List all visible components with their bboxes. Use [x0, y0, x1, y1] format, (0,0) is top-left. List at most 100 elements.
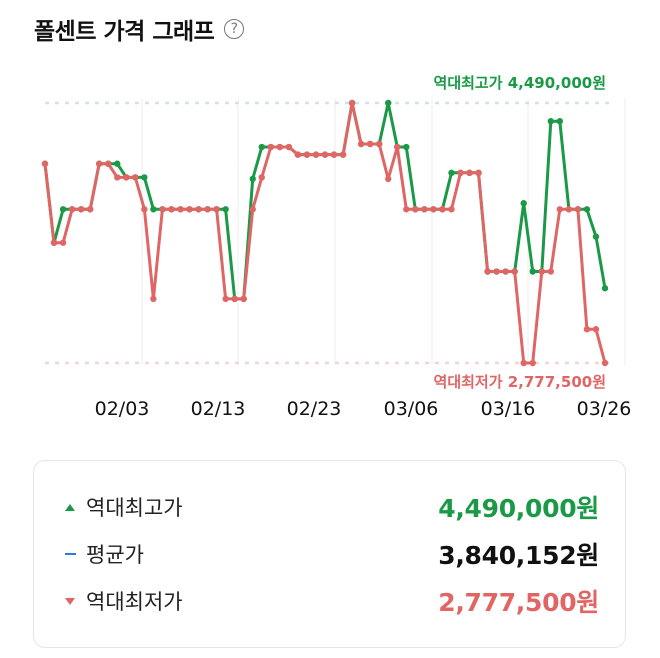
x-tick-label: 03/16: [480, 398, 536, 420]
data-point[interactable]: [95, 160, 103, 167]
data-point[interactable]: [538, 268, 545, 275]
data-point[interactable]: [132, 174, 139, 181]
data-point[interactable]: [565, 206, 573, 213]
data-point[interactable]: [321, 151, 329, 158]
data-point[interactable]: [276, 143, 284, 151]
price-summary-box: 역대최고가 4,490,000원 평균가 3,840,152원 역대최저가 2,…: [33, 460, 626, 648]
max-price-annotation: 역대최고가 4,490,000원: [433, 74, 606, 92]
data-point[interactable]: [484, 268, 491, 275]
data-point[interactable]: [204, 206, 211, 213]
data-point[interactable]: [529, 359, 536, 367]
data-point[interactable]: [213, 206, 220, 213]
question-circle-icon[interactable]: ?: [224, 19, 245, 39]
x-tick-label: 03/06: [383, 398, 439, 420]
data-point[interactable]: [195, 206, 202, 213]
avg-price-value: 3,840,152원: [438, 541, 599, 570]
data-point[interactable]: [475, 169, 482, 177]
data-point[interactable]: [41, 160, 49, 167]
data-point[interactable]: [493, 268, 500, 275]
data-point[interactable]: [330, 151, 338, 158]
data-point[interactable]: [357, 140, 365, 148]
data-point[interactable]: [159, 206, 166, 213]
data-point[interactable]: [168, 206, 175, 213]
data-point[interactable]: [601, 285, 609, 292]
data-point[interactable]: [583, 206, 591, 213]
data-point[interactable]: [385, 175, 392, 183]
data-point[interactable]: [114, 174, 121, 181]
data-point[interactable]: [303, 151, 311, 158]
data-point[interactable]: [141, 174, 148, 181]
summary-label: 역대최저가: [86, 590, 183, 614]
data-point[interactable]: [457, 169, 464, 177]
data-point[interactable]: [231, 295, 238, 303]
data-point[interactable]: [430, 206, 437, 213]
data-point[interactable]: [267, 143, 275, 151]
summary-row-min: 역대최저가 2,777,500원: [64, 581, 599, 621]
data-point[interactable]: [339, 151, 347, 158]
summary-row-avg: 평균가 3,840,152원: [64, 534, 599, 574]
data-point[interactable]: [222, 206, 229, 213]
data-point[interactable]: [258, 143, 265, 151]
x-tick-label: 02/03: [94, 398, 150, 420]
data-point[interactable]: [348, 99, 356, 107]
x-tick-label: 03/26: [576, 398, 632, 420]
data-point[interactable]: [592, 233, 600, 240]
data-point[interactable]: [511, 268, 518, 275]
data-point[interactable]: [68, 206, 76, 213]
data-point[interactable]: [77, 206, 85, 213]
data-point[interactable]: [403, 143, 410, 151]
data-point[interactable]: [150, 206, 157, 213]
data-point[interactable]: [123, 174, 130, 181]
data-point[interactable]: [186, 206, 193, 213]
data-point[interactable]: [105, 160, 112, 167]
data-point[interactable]: [86, 206, 94, 213]
data-point[interactable]: [249, 206, 256, 213]
data-point[interactable]: [50, 239, 58, 246]
data-point[interactable]: [601, 359, 609, 367]
data-point[interactable]: [114, 160, 121, 167]
data-point[interactable]: [592, 326, 600, 333]
data-point[interactable]: [439, 206, 446, 213]
data-point[interactable]: [520, 359, 527, 367]
data-point[interactable]: [412, 206, 419, 213]
dash-icon: [64, 553, 76, 555]
data-point[interactable]: [547, 268, 555, 275]
data-point[interactable]: [574, 206, 582, 213]
data-point[interactable]: [240, 295, 247, 303]
data-point[interactable]: [59, 239, 67, 246]
data-point[interactable]: [394, 143, 401, 151]
data-point[interactable]: [502, 268, 509, 275]
x-tick-label: 02/23: [286, 398, 342, 420]
data-point[interactable]: [312, 151, 320, 158]
data-point[interactable]: [520, 200, 527, 207]
data-point[interactable]: [421, 206, 428, 213]
data-point[interactable]: [385, 99, 392, 107]
data-point[interactable]: [59, 206, 67, 213]
chart-header: 폴센트 가격 그래프 ?: [34, 12, 245, 46]
data-point[interactable]: [529, 268, 536, 275]
data-point[interactable]: [141, 206, 148, 213]
data-point[interactable]: [258, 174, 265, 181]
x-axis-labels: 02/03 02/13 02/23 03/06 03/16 03/26: [0, 398, 660, 428]
data-point[interactable]: [547, 118, 555, 125]
min-price-value: 2,777,500원: [438, 588, 599, 617]
data-point[interactable]: [466, 169, 473, 177]
data-point[interactable]: [556, 118, 564, 125]
page-title: 폴센트 가격 그래프: [34, 19, 215, 45]
data-point[interactable]: [249, 175, 256, 183]
summary-label: 역대최고가: [86, 496, 183, 520]
data-point[interactable]: [556, 206, 564, 213]
data-point[interactable]: [285, 143, 293, 151]
data-point[interactable]: [366, 140, 374, 148]
data-point[interactable]: [177, 206, 184, 213]
data-point[interactable]: [403, 206, 410, 213]
data-point[interactable]: [448, 206, 455, 213]
data-point[interactable]: [294, 151, 302, 158]
data-point[interactable]: [448, 169, 455, 177]
data-point[interactable]: [222, 295, 229, 303]
data-point[interactable]: [150, 295, 157, 303]
data-point[interactable]: [583, 326, 591, 333]
price-chart: 역대최고가 4,490,000원 역대최저가 2,777,500원 02/03 0…: [0, 60, 660, 430]
summary-row-max: 역대최고가 4,490,000원: [64, 487, 599, 527]
data-point[interactable]: [375, 140, 383, 148]
